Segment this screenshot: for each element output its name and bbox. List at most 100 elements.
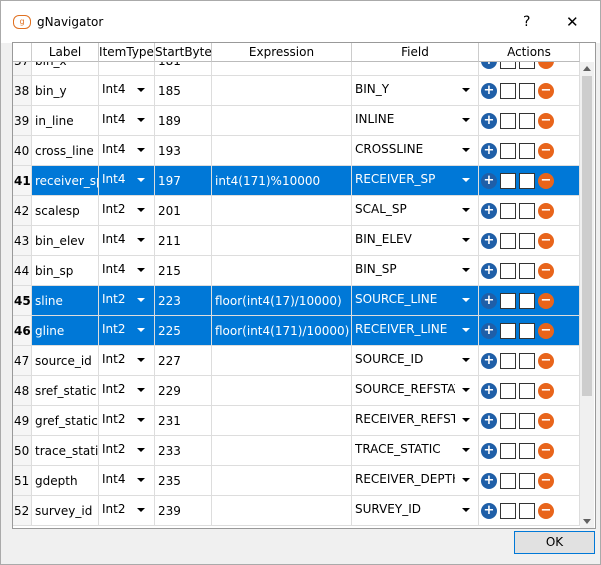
field-value: BIN_SP — [355, 262, 397, 276]
move-down-button[interactable] — [519, 353, 535, 369]
add-button[interactable]: + — [481, 293, 497, 309]
ok-button[interactable]: OK — [514, 531, 595, 554]
remove-button[interactable]: − — [538, 113, 554, 129]
move-up-button[interactable] — [500, 83, 516, 99]
move-down-button[interactable] — [519, 473, 535, 489]
dropdown-arrow[interactable] — [462, 208, 470, 212]
move-up-button[interactable] — [500, 143, 516, 159]
dropdown-arrow[interactable] — [137, 388, 145, 392]
move-down-button[interactable] — [519, 293, 535, 309]
add-button[interactable]: + — [481, 323, 497, 339]
dropdown-arrow[interactable] — [462, 418, 470, 422]
move-up-button[interactable] — [500, 293, 516, 309]
move-down-button[interactable] — [519, 113, 535, 129]
remove-button[interactable]: − — [538, 173, 554, 189]
move-up-button[interactable] — [500, 203, 516, 219]
add-button[interactable]: + — [481, 443, 497, 459]
dropdown-arrow[interactable] — [462, 118, 470, 122]
move-down-button[interactable] — [519, 263, 535, 279]
remove-button[interactable]: − — [538, 503, 554, 519]
add-button[interactable]: + — [481, 263, 497, 279]
remove-button[interactable]: − — [538, 293, 554, 309]
dropdown-arrow[interactable] — [137, 328, 145, 332]
table: Label ItemType StartByte Expression Field Act… — [12, 42, 596, 529]
move-up-button[interactable] — [500, 443, 516, 459]
move-up-button[interactable] — [500, 413, 516, 429]
move-up-button[interactable] — [500, 233, 516, 249]
move-down-button[interactable] — [519, 83, 535, 99]
label-cell: receiver_sp — [32, 166, 99, 196]
row-number: 49 — [13, 406, 32, 436]
dropdown-arrow[interactable] — [137, 118, 145, 122]
move-down-button[interactable] — [519, 383, 535, 399]
dropdown-arrow[interactable] — [462, 298, 470, 302]
remove-button[interactable]: − — [538, 203, 554, 219]
move-up-button[interactable] — [500, 503, 516, 519]
move-up-button[interactable] — [500, 263, 516, 279]
remove-button[interactable]: − — [538, 383, 554, 399]
dropdown-arrow[interactable] — [462, 448, 470, 452]
add-button[interactable]: + — [481, 233, 497, 249]
move-down-button[interactable] — [519, 413, 535, 429]
remove-button[interactable]: − — [538, 443, 554, 459]
dropdown-arrow[interactable] — [462, 478, 470, 482]
add-button[interactable]: + — [481, 203, 497, 219]
dropdown-arrow[interactable] — [137, 178, 145, 182]
dropdown-arrow[interactable] — [462, 148, 470, 152]
dropdown-arrow[interactable] — [462, 268, 470, 272]
dropdown-arrow[interactable] — [462, 238, 470, 242]
dropdown-arrow[interactable] — [137, 418, 145, 422]
add-button[interactable]: + — [481, 473, 497, 489]
move-up-button[interactable] — [500, 173, 516, 189]
dropdown-arrow[interactable] — [137, 208, 145, 212]
remove-button[interactable]: − — [538, 143, 554, 159]
remove-button[interactable]: − — [538, 263, 554, 279]
move-up-button[interactable] — [500, 323, 516, 339]
dropdown-arrow[interactable] — [137, 508, 145, 512]
add-button[interactable]: + — [481, 413, 497, 429]
dropdown-arrow[interactable] — [137, 358, 145, 362]
move-down-button[interactable] — [519, 173, 535, 189]
move-up-button[interactable] — [500, 353, 516, 369]
remove-button[interactable]: − — [538, 83, 554, 99]
dropdown-arrow[interactable] — [462, 508, 470, 512]
close-button[interactable]: ✕ — [566, 13, 579, 31]
add-button[interactable]: + — [481, 383, 497, 399]
move-down-button[interactable] — [519, 443, 535, 459]
move-up-button[interactable] — [500, 113, 516, 129]
dropdown-arrow[interactable] — [462, 388, 470, 392]
move-down-button[interactable] — [519, 503, 535, 519]
dropdown-arrow[interactable] — [137, 88, 145, 92]
dropdown-arrow[interactable] — [462, 178, 470, 182]
expression-cell — [212, 196, 352, 226]
remove-button[interactable]: − — [538, 473, 554, 489]
add-button[interactable]: + — [481, 113, 497, 129]
move-down-button[interactable] — [519, 143, 535, 159]
itemtype-cell: Int2 — [99, 496, 155, 526]
help-button[interactable]: ? — [523, 14, 531, 30]
add-button[interactable]: + — [481, 173, 497, 189]
add-button[interactable]: + — [481, 143, 497, 159]
dropdown-arrow[interactable] — [137, 448, 145, 452]
dropdown-arrow[interactable] — [137, 298, 145, 302]
dropdown-arrow[interactable] — [462, 88, 470, 92]
move-down-button[interactable] — [519, 323, 535, 339]
move-up-button[interactable] — [500, 383, 516, 399]
dropdown-arrow[interactable] — [137, 238, 145, 242]
dropdown-arrow[interactable] — [462, 328, 470, 332]
remove-button[interactable]: − — [538, 413, 554, 429]
add-button[interactable]: + — [481, 353, 497, 369]
dropdown-arrow[interactable] — [137, 148, 145, 152]
move-down-button[interactable] — [519, 233, 535, 249]
dropdown-arrow[interactable] — [137, 268, 145, 272]
remove-button[interactable]: − — [538, 323, 554, 339]
scrollbar[interactable] — [580, 62, 594, 528]
dropdown-arrow[interactable] — [137, 478, 145, 482]
add-button[interactable]: + — [481, 83, 497, 99]
add-button[interactable]: + — [481, 503, 497, 519]
move-up-button[interactable] — [500, 473, 516, 489]
remove-button[interactable]: − — [538, 233, 554, 249]
move-down-button[interactable] — [519, 203, 535, 219]
dropdown-arrow[interactable] — [462, 358, 470, 362]
remove-button[interactable]: − — [538, 353, 554, 369]
